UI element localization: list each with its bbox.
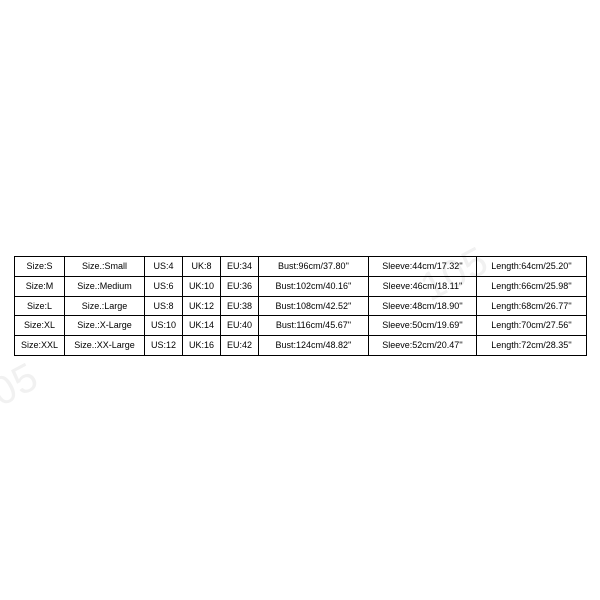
- cell-eu: EU:42: [221, 336, 259, 356]
- cell-size: Size:XXL: [15, 336, 65, 356]
- cell-bust: Bust:124cm/48.82'': [259, 336, 369, 356]
- cell-us: US:12: [145, 336, 183, 356]
- table-row: Size:LSize.:LargeUS:8UK:12EU:38Bust:108c…: [15, 296, 587, 316]
- cell-eu: EU:38: [221, 296, 259, 316]
- cell-uk: UK:8: [183, 257, 221, 277]
- cell-uk: UK:16: [183, 336, 221, 356]
- cell-us: US:4: [145, 257, 183, 277]
- cell-eu: EU:34: [221, 257, 259, 277]
- cell-length: Length:70cm/27.56'': [477, 316, 587, 336]
- cell-size_name: Size.:XX-Large: [65, 336, 145, 356]
- cell-eu: EU:40: [221, 316, 259, 336]
- cell-size: Size:XL: [15, 316, 65, 336]
- cell-bust: Bust:116cm/45.67'': [259, 316, 369, 336]
- cell-sleeve: Sleeve:46cm/18.11'': [369, 276, 477, 296]
- cell-sleeve: Sleeve:44cm/17.32'': [369, 257, 477, 277]
- cell-bust: Bust:108cm/42.52'': [259, 296, 369, 316]
- cell-length: Length:64cm/25.20'': [477, 257, 587, 277]
- cell-us: US:10: [145, 316, 183, 336]
- cell-uk: UK:12: [183, 296, 221, 316]
- cell-size: Size:S: [15, 257, 65, 277]
- cell-length: Length:72cm/28.35'': [477, 336, 587, 356]
- table-row: Size:XLSize.:X-LargeUS:10UK:14EU:40Bust:…: [15, 316, 587, 336]
- table-row: Size:MSize.:MediumUS:6UK:10EU:36Bust:102…: [15, 276, 587, 296]
- cell-size: Size:L: [15, 296, 65, 316]
- cell-bust: Bust:102cm/40.16'': [259, 276, 369, 296]
- cell-size_name: Size.:Medium: [65, 276, 145, 296]
- cell-size_name: Size.:Small: [65, 257, 145, 277]
- cell-us: US:8: [145, 296, 183, 316]
- cell-us: US:6: [145, 276, 183, 296]
- cell-uk: UK:10: [183, 276, 221, 296]
- cell-size: Size:M: [15, 276, 65, 296]
- cell-size_name: Size.:Large: [65, 296, 145, 316]
- size-table: Size:SSize.:SmallUS:4UK:8EU:34Bust:96cm/…: [14, 256, 587, 356]
- cell-uk: UK:14: [183, 316, 221, 336]
- watermark-text: 105: [0, 354, 46, 426]
- size-chart-image: 105 105 Size:SSize.:SmallUS:4UK:8EU:34Bu…: [0, 0, 600, 600]
- cell-length: Length:66cm/25.98'': [477, 276, 587, 296]
- cell-sleeve: Sleeve:52cm/20.47'': [369, 336, 477, 356]
- cell-eu: EU:36: [221, 276, 259, 296]
- cell-length: Length:68cm/26.77'': [477, 296, 587, 316]
- cell-sleeve: Sleeve:48cm/18.90'': [369, 296, 477, 316]
- table-row: Size:SSize.:SmallUS:4UK:8EU:34Bust:96cm/…: [15, 257, 587, 277]
- size-table-container: Size:SSize.:SmallUS:4UK:8EU:34Bust:96cm/…: [14, 256, 586, 356]
- table-row: Size:XXLSize.:XX-LargeUS:12UK:16EU:42Bus…: [15, 336, 587, 356]
- cell-bust: Bust:96cm/37.80'': [259, 257, 369, 277]
- cell-sleeve: Sleeve:50cm/19.69'': [369, 316, 477, 336]
- cell-size_name: Size.:X-Large: [65, 316, 145, 336]
